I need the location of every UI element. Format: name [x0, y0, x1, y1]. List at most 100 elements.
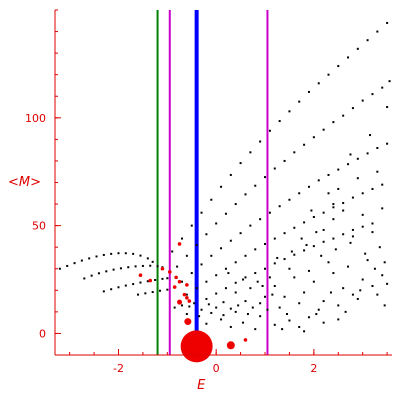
data-point [307, 185, 310, 188]
data-point [366, 259, 369, 262]
data-point [185, 293, 188, 296]
data-point [137, 293, 140, 296]
data-point [386, 21, 389, 24]
data-point [317, 82, 320, 85]
data-point [249, 224, 252, 227]
data-point [317, 308, 320, 311]
data-point [278, 205, 281, 208]
highlight-point [243, 338, 248, 342]
data-point [312, 136, 315, 139]
data-point [254, 184, 257, 187]
data-point [366, 39, 369, 42]
data-point [66, 264, 69, 267]
data-point [117, 286, 120, 289]
data-point [351, 196, 354, 199]
data-point [222, 301, 225, 304]
data-point [342, 201, 345, 204]
data-point [105, 270, 108, 273]
data-point [312, 216, 315, 218]
large-highlight-point [226, 341, 235, 350]
data-point [290, 250, 293, 253]
data-point [264, 267, 267, 270]
highlight-point [174, 275, 178, 280]
data-point [351, 235, 354, 238]
data-point [205, 280, 208, 283]
highlight-point [177, 242, 182, 246]
data-point [127, 266, 130, 269]
data-point [234, 261, 237, 264]
data-point [298, 302, 301, 305]
data-point [195, 244, 198, 247]
data-point [361, 225, 364, 228]
x-tick-label: 0 [213, 362, 220, 375]
data-point [268, 129, 271, 132]
data-point [259, 218, 262, 221]
data-point [327, 261, 330, 264]
data-point [144, 292, 147, 295]
data-point [246, 313, 249, 316]
data-point [298, 192, 301, 195]
data-point [342, 233, 345, 236]
y-tick-label: 100 [25, 112, 46, 125]
data-point [166, 277, 169, 280]
data-point [149, 264, 152, 267]
data-point [383, 261, 386, 264]
data-point [381, 183, 384, 186]
data-point [256, 280, 259, 283]
data-point [376, 170, 379, 173]
data-point [200, 211, 203, 214]
data-point [303, 249, 306, 252]
data-point [190, 224, 193, 227]
data-point [220, 318, 223, 321]
data-point [254, 272, 257, 275]
data-point [229, 307, 232, 310]
data-point [285, 313, 288, 316]
data-point [322, 300, 325, 303]
data-point [244, 254, 247, 257]
data-point [307, 90, 310, 93]
large-highlight-point [180, 330, 213, 363]
y-tick-label: 50 [32, 220, 46, 233]
data-point [371, 285, 374, 287]
data-point [205, 233, 208, 236]
data-point [180, 237, 183, 240]
data-point [229, 239, 232, 242]
data-point [305, 244, 308, 247]
data-point [322, 321, 325, 324]
data-point [273, 262, 276, 265]
data-point [229, 173, 232, 176]
data-point [220, 185, 223, 188]
data-point [73, 262, 76, 265]
highlight-point [177, 279, 182, 284]
data-point [293, 226, 296, 229]
data-point [102, 253, 105, 256]
axes [54, 10, 392, 356]
data-point [276, 256, 279, 259]
data-point [95, 255, 98, 258]
data-point [351, 107, 354, 110]
data-point [381, 274, 384, 277]
data-point [132, 252, 135, 255]
data-point [327, 192, 330, 195]
y-tick-label: 0 [39, 327, 46, 340]
data-point [251, 306, 254, 309]
data-point [161, 277, 164, 280]
data-point [224, 287, 227, 290]
data-point [134, 265, 137, 268]
data-point [283, 258, 286, 261]
data-point [356, 177, 359, 180]
data-point [342, 287, 345, 290]
data-point [383, 304, 386, 307]
data-point [110, 288, 113, 291]
data-point [88, 257, 91, 260]
data-point [315, 231, 318, 234]
data-point [361, 192, 364, 195]
data-point [242, 278, 245, 281]
data-point [139, 281, 142, 284]
data-point [224, 212, 227, 215]
data-point [220, 247, 223, 250]
data-point [356, 297, 359, 300]
data-point [271, 293, 274, 296]
data-point [124, 284, 127, 287]
data-point [344, 310, 347, 313]
